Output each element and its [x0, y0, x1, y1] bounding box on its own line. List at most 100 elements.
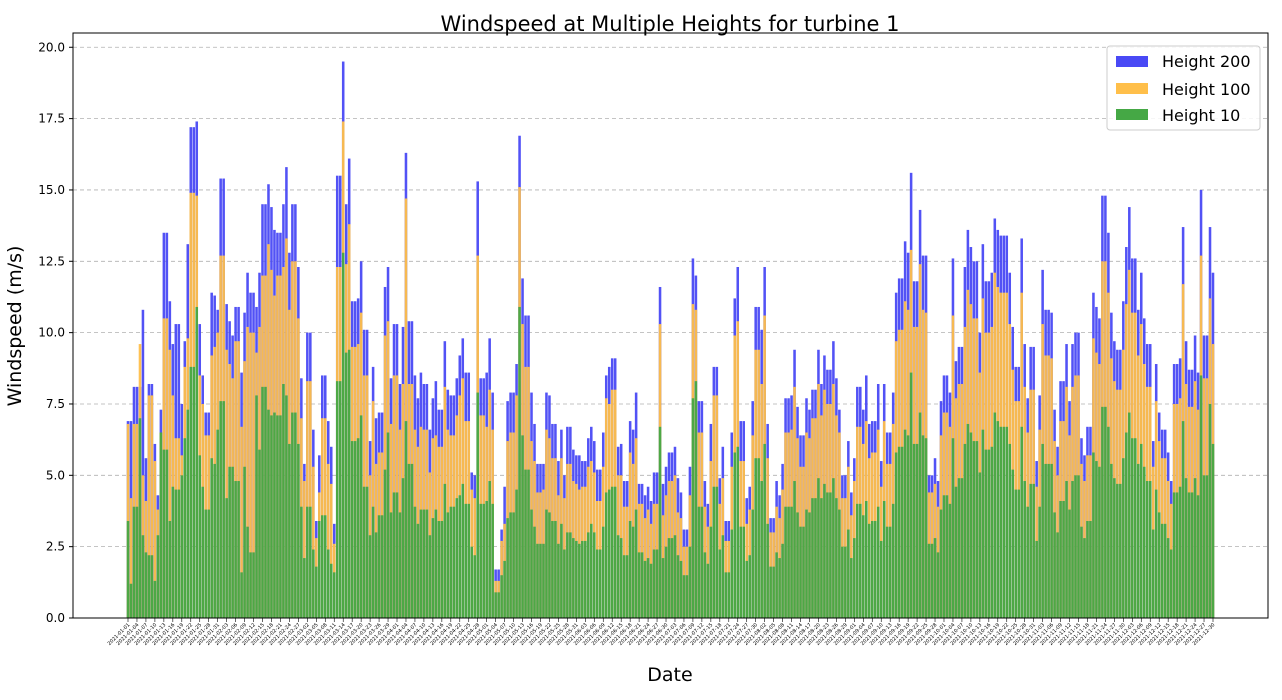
bar [802, 526, 805, 618]
bar [551, 520, 554, 618]
bar [978, 472, 982, 618]
bar [329, 483, 333, 618]
bar [398, 512, 402, 618]
bar [652, 549, 656, 618]
bar [300, 506, 303, 618]
bar [309, 381, 312, 618]
bar [419, 509, 423, 618]
bar [691, 398, 695, 618]
bar [527, 469, 530, 618]
bar [634, 509, 638, 618]
y-axis-ticks: 0.0 2.5 5.0 7.5 10.0 12.5 15.0 17.5 20.0 [38, 40, 73, 625]
legend-label-height-10: Height 10 [1162, 106, 1240, 125]
plot-frame [72, 32, 1269, 619]
bar [1169, 549, 1173, 618]
bar [601, 526, 605, 618]
bar [778, 558, 781, 618]
bar [362, 486, 366, 618]
bar [885, 526, 889, 618]
bar [613, 486, 617, 618]
bar [685, 575, 689, 618]
bar [315, 566, 318, 618]
bar [249, 332, 252, 618]
x-axis-ticks: 2021-01-012021-01-042021-01-072021-01-10… [107, 618, 1216, 647]
bar [865, 501, 868, 618]
bar [1080, 526, 1083, 618]
bar [1107, 426, 1110, 618]
bar [350, 441, 354, 618]
bar [593, 532, 596, 618]
bar [198, 455, 202, 618]
bar [1134, 438, 1137, 618]
bar [1086, 520, 1089, 618]
bar [826, 492, 829, 618]
bar [1008, 443, 1012, 618]
bar [557, 543, 560, 618]
bar [706, 563, 710, 618]
bar [1184, 478, 1188, 618]
bar [817, 478, 820, 618]
legend: Height 200 Height 100 Height 10 [1106, 45, 1261, 131]
bar [1020, 426, 1023, 618]
bar [1157, 512, 1161, 618]
bar [888, 526, 892, 618]
bar [688, 546, 692, 618]
bar [739, 526, 743, 618]
bar [524, 469, 527, 618]
bar [407, 463, 411, 618]
bar [389, 512, 393, 618]
bar [808, 512, 811, 618]
bar [440, 520, 444, 618]
bar [1151, 529, 1155, 618]
bar [966, 423, 970, 618]
bar [506, 518, 509, 618]
bar [425, 509, 429, 618]
bar [868, 523, 871, 618]
bar [745, 560, 748, 618]
x-axis-label: Date [647, 664, 692, 686]
bar [153, 461, 157, 618]
bar [637, 552, 641, 618]
bar [1074, 475, 1077, 618]
bar [560, 523, 563, 618]
bar [392, 492, 396, 618]
bar [1116, 483, 1119, 618]
bar [1077, 475, 1080, 618]
bar [781, 543, 784, 618]
bar [847, 529, 850, 618]
bar [201, 486, 204, 618]
bar [903, 429, 907, 618]
bar [1101, 406, 1104, 618]
bar [207, 509, 210, 618]
bar [186, 409, 190, 618]
bar [246, 326, 249, 618]
bar [129, 583, 133, 618]
bar [787, 506, 790, 618]
bar [401, 478, 405, 618]
bar [709, 526, 713, 618]
bar [820, 498, 823, 618]
bar [1208, 403, 1212, 618]
bar [873, 520, 877, 618]
bar [141, 535, 145, 618]
bar [237, 481, 240, 618]
bar [458, 495, 462, 618]
bar [622, 555, 626, 618]
y-tick-label: 7.5 [46, 397, 65, 411]
bar [1002, 426, 1006, 618]
bar [321, 515, 324, 618]
bar [219, 401, 222, 618]
bar [324, 515, 327, 618]
bar [1029, 483, 1032, 618]
bar [993, 412, 997, 618]
bar [667, 538, 671, 618]
bar [150, 395, 154, 618]
bar [159, 432, 163, 618]
bar [1128, 412, 1131, 618]
bar [482, 503, 485, 618]
bar [326, 549, 330, 618]
bar [915, 443, 919, 618]
bar [1065, 481, 1068, 618]
bar [165, 449, 169, 618]
bar [682, 575, 686, 618]
